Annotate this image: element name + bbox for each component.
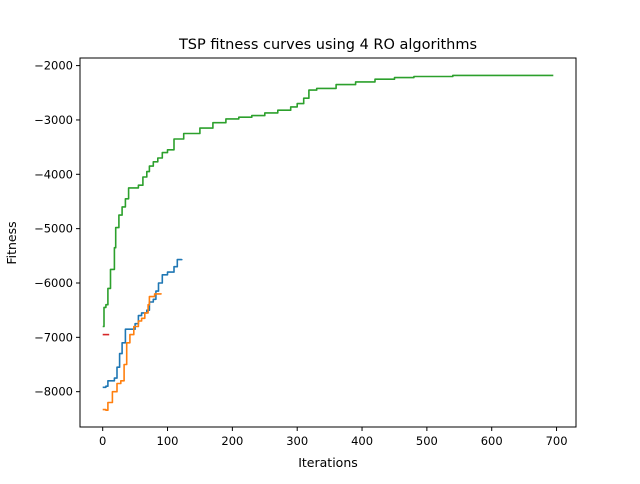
y-tick-label: −5000 [34,222,73,236]
series-line-3 [102,74,554,328]
series-line-1 [102,258,183,389]
x-tick-label: 400 [351,434,373,448]
x-axis-ticks: 0 100 200 300 400 500 600 700 [99,427,568,448]
y-axis-ticks: −8000 −7000 −6000 −5000 −4000 −3000 −2000 [34,59,80,399]
x-tick-label: 300 [286,434,308,448]
y-tick-label: −6000 [34,276,73,290]
y-tick-label: −4000 [34,167,73,181]
x-axis-label: Iterations [298,455,358,470]
plot-frame [79,57,577,428]
x-tick-label: 500 [416,434,438,448]
series-layer [102,74,554,412]
x-tick-label: 0 [99,434,106,448]
x-tick-label: 600 [481,434,503,448]
y-axis-label: Fitness [4,221,19,264]
series-line-2 [102,293,162,412]
chart-title: TSP fitness curves using 4 RO algorithms [178,37,477,53]
y-tick-label: −3000 [34,113,73,127]
y-tick-label: −7000 [34,330,73,344]
x-tick-label: 200 [221,434,243,448]
y-tick-label: −8000 [34,385,73,399]
x-tick-label: 100 [157,434,179,448]
plot-area [80,58,576,427]
x-tick-label: 700 [546,434,568,448]
y-tick-label: −2000 [34,59,73,73]
